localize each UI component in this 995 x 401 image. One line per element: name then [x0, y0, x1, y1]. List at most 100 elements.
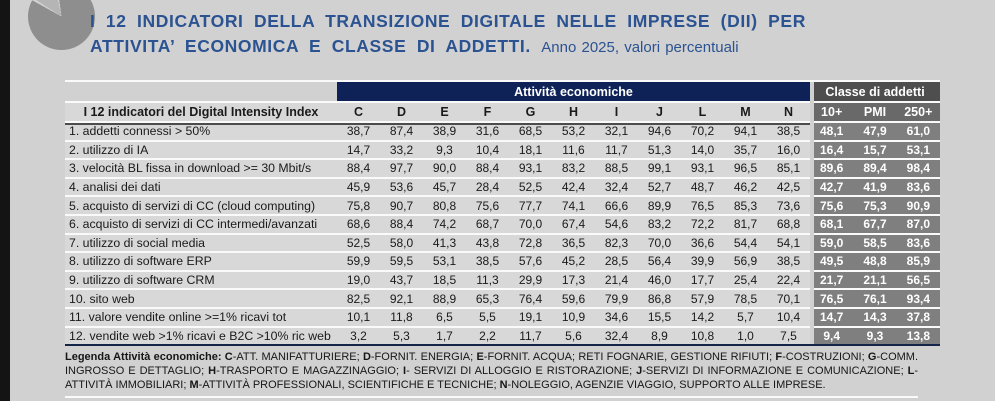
size-value-cell: 9,3: [853, 327, 897, 345]
activity-value-cell: 72,8: [509, 234, 552, 252]
activity-value-cell: 97,7: [380, 160, 423, 177]
activity-value-cell: 54,1: [767, 234, 810, 252]
activity-value-cell: 10,4: [466, 141, 509, 159]
activity-value-cell: 70,0: [509, 215, 552, 233]
activity-value-cell: 48,7: [681, 178, 724, 196]
activity-value-cell: 18,1: [509, 141, 552, 159]
activity-value-cell: 89,9: [638, 197, 681, 214]
activity-value-cell: 10,4: [767, 308, 810, 326]
pie-chart-logo-icon: [28, 0, 95, 50]
activity-value-cell: 88,5: [595, 160, 638, 177]
legend-text: -SERVIZI DI INFORMAZIONE E COMUNICAZIONE…: [642, 364, 908, 377]
activity-value-cell: 45,9: [337, 178, 380, 196]
activity-value-cell: 46,2: [724, 178, 767, 196]
row-label-cell: 9. utilizzo di software CRM: [65, 271, 337, 289]
activity-value-cell: 45,7: [423, 178, 466, 196]
activity-value-cell: 31,6: [466, 123, 509, 140]
activity-value-cell: 19,0: [337, 271, 380, 289]
activity-value-cell: 85,3: [724, 197, 767, 214]
activity-value-cell: 88,4: [466, 160, 509, 177]
size-value-cell: 75,6: [810, 197, 854, 214]
activity-column-header-I: I: [595, 103, 638, 121]
activity-value-cell: 8,9: [638, 327, 681, 345]
activity-value-cell: 54,4: [724, 234, 767, 252]
size-value-cell: 14,3: [853, 308, 897, 326]
legend-text: -ATTIVITÀ PROFESSIONALI, SCIENTIFICHE E …: [198, 378, 500, 391]
activity-value-cell: 43,8: [466, 234, 509, 252]
size-value-cell: 21,1: [853, 271, 897, 289]
size-value-cell: 98,4: [896, 160, 940, 177]
legend-text: -COSTRUZIONI;: [782, 351, 868, 363]
activity-column-header-J: J: [638, 103, 681, 121]
activity-value-cell: 35,7: [724, 141, 767, 159]
activity-value-cell: 88,4: [380, 215, 423, 233]
activity-value-cell: 11,6: [552, 141, 595, 159]
legend-code: C: [224, 351, 233, 363]
table-row: 1. addetti connessi > 50% 38,7 87,4 38,9 31,…: [65, 123, 940, 142]
row-label-cell: 3. velocità BL fissa in download >= 30 M…: [65, 160, 337, 177]
activity-value-cell: 3,2: [337, 327, 380, 345]
activity-value-cell: 88,9: [423, 290, 466, 307]
activity-value-cell: 77,7: [509, 197, 552, 214]
activity-value-cell: 21,4: [595, 271, 638, 289]
size-value-cell: 85,9: [896, 253, 940, 270]
activity-group-header: Attività economiche: [337, 82, 810, 101]
activity-value-cell: 38,7: [337, 123, 380, 140]
legend-code: F: [775, 351, 783, 363]
activity-value-cell: 22,4: [767, 271, 810, 289]
activity-value-cell: 74,2: [423, 215, 466, 233]
legend-code: G: [867, 351, 877, 363]
activity-value-cell: 53,2: [552, 123, 595, 140]
activity-value-cell: 38,5: [767, 123, 810, 140]
activity-column-header-D: D: [380, 103, 423, 121]
activity-value-cell: 10,8: [681, 327, 724, 345]
activity-value-cell: 56,4: [638, 253, 681, 270]
activity-value-cell: 75,8: [337, 197, 380, 214]
legend: Legenda Attività economiche: C-ATT. MANI…: [65, 351, 918, 398]
header-underline: [65, 123, 810, 125]
activity-value-cell: 14,7: [337, 141, 380, 159]
size-value-cell: 90,9: [896, 197, 940, 214]
activity-value-cell: 2,2: [466, 327, 509, 345]
activity-value-cell: 94,6: [638, 123, 681, 140]
activity-value-cell: 52,5: [337, 234, 380, 252]
activity-value-cell: 93,1: [681, 160, 724, 177]
size-value-cell: 16,4: [810, 141, 854, 159]
activity-value-cell: 52,5: [509, 178, 552, 196]
activity-value-cell: 99,1: [638, 160, 681, 177]
size-value-cell: 48,1: [810, 123, 854, 140]
row-label-cell: 6. acquisto di servizi di CC intermedi/a…: [65, 215, 337, 233]
size-value-cell: 37,8: [896, 308, 940, 326]
activity-value-cell: 79,9: [595, 290, 638, 307]
activity-value-cell: 36,5: [552, 234, 595, 252]
activity-value-cell: 82,3: [595, 234, 638, 252]
activity-value-cell: 39,9: [681, 253, 724, 270]
legend-code: J: [636, 364, 643, 377]
activity-value-cell: 42,5: [767, 178, 810, 196]
activity-value-cell: 68,7: [466, 215, 509, 233]
activity-value-cell: 28,4: [466, 178, 509, 196]
legend-code: E: [476, 351, 484, 363]
size-value-cell: 58,5: [853, 234, 897, 252]
row-label-cell: 1. addetti connessi > 50%: [65, 123, 337, 140]
activity-value-cell: 32,4: [595, 327, 638, 345]
size-value-cell: 59,0: [810, 234, 854, 252]
activity-value-cell: 70,1: [767, 290, 810, 307]
activity-value-cell: 11,3: [466, 271, 509, 289]
activity-value-cell: 59,6: [552, 290, 595, 307]
title-line-1: I 12 INDICATORI DELLA TRANSIZIONE DIGITA…: [90, 11, 806, 31]
table-body: 1. addetti connessi > 50% 38,7 87,4 38,9 31,…: [65, 123, 940, 347]
section-gap-divider: [810, 82, 814, 344]
activity-value-cell: 53,1: [423, 253, 466, 270]
legend-text: -COMM. INGROSSO E DETTAGLIO;: [65, 351, 919, 377]
size-value-cell: 87,0: [896, 215, 940, 233]
activity-value-cell: 34,6: [595, 308, 638, 326]
legend-text: -FORNIT. ENERGIA;: [370, 351, 477, 363]
legend-code: L: [907, 364, 915, 377]
legend-code: N: [499, 378, 508, 391]
activity-value-cell: 58,0: [380, 234, 423, 252]
size-value-cell: 68,1: [810, 215, 854, 233]
activity-value-cell: 5,5: [466, 308, 509, 326]
size-group-header: Classe di addetti: [810, 82, 940, 101]
